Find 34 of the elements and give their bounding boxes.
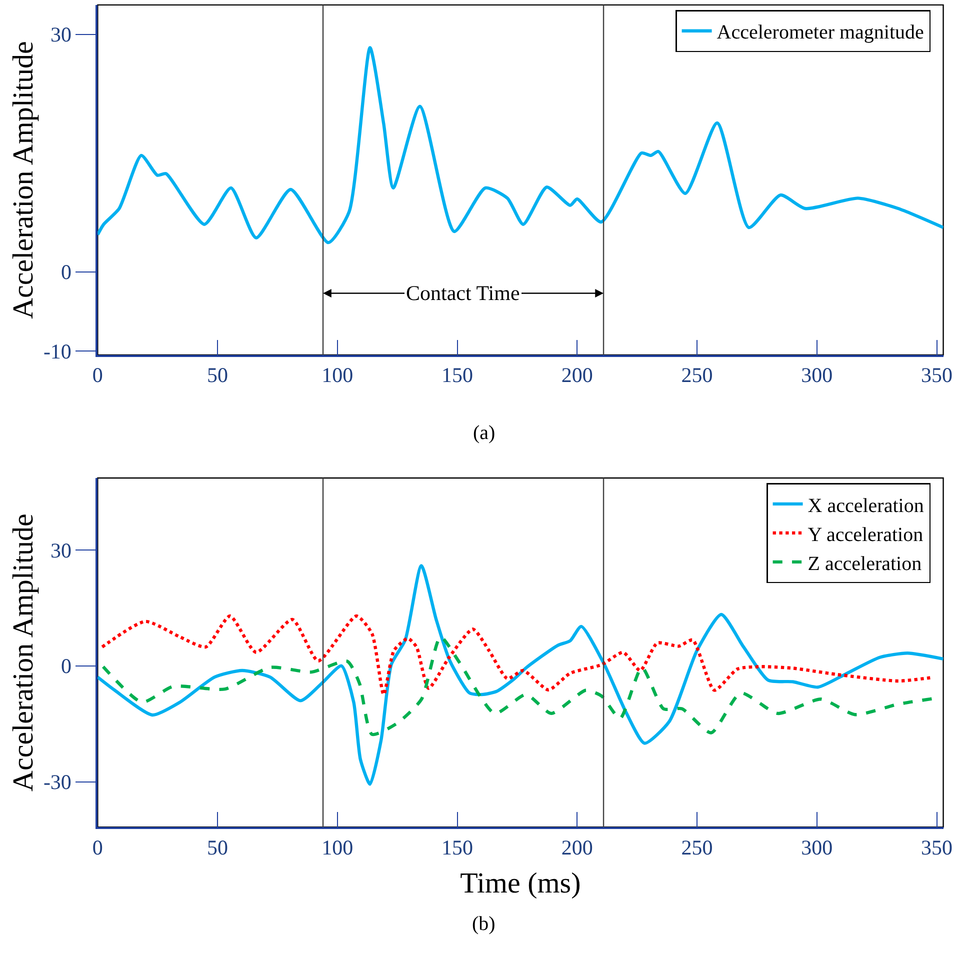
y-tick-label: 30: [50, 22, 72, 47]
y-axis-title: Acceleration Amplitude: [7, 41, 40, 319]
line-series: [102, 635, 934, 736]
legend-label: Y acceleration: [808, 524, 924, 546]
x-tick-label: 150: [442, 835, 474, 860]
y-tick-label: -10: [43, 339, 72, 364]
y-tick-label: 30: [50, 538, 72, 562]
y-tick-label: 0: [60, 654, 72, 678]
x-tick-label: 250: [681, 363, 713, 388]
x-tick-label: 100: [322, 835, 354, 860]
x-tick-label: 100: [322, 363, 354, 388]
x-tick-label: 250: [681, 835, 713, 860]
y-axis-title: Acceleration Amplitude: [7, 514, 40, 792]
x-tick-label: 0: [92, 363, 103, 388]
x-tick-label: 150: [442, 363, 474, 388]
legend-label: Z acceleration: [808, 552, 922, 575]
x-tick-label: 200: [561, 835, 593, 860]
annotation: Contact Time: [406, 281, 520, 305]
y-tick-label: 0: [60, 260, 72, 284]
x-tick-label: 300: [801, 835, 833, 860]
legend-label: X acceleration: [808, 494, 924, 517]
x-tick-label: 200: [561, 363, 593, 388]
x-tick-label: 300: [801, 363, 833, 388]
x-tick-label: 50: [207, 363, 228, 388]
legend-label: Accelerometer magnitude: [716, 22, 924, 44]
text: (a): [473, 422, 496, 444]
text: (b): [472, 913, 496, 935]
x-tick-label: 350: [921, 835, 953, 860]
x-tick-label: 50: [207, 835, 228, 860]
x-tick-label: 350: [921, 363, 953, 388]
x-axis-title: Time (ms): [460, 868, 581, 900]
x-tick-label: 0: [92, 835, 103, 860]
line-series: [98, 46, 944, 244]
y-tick-label: -30: [43, 770, 72, 794]
